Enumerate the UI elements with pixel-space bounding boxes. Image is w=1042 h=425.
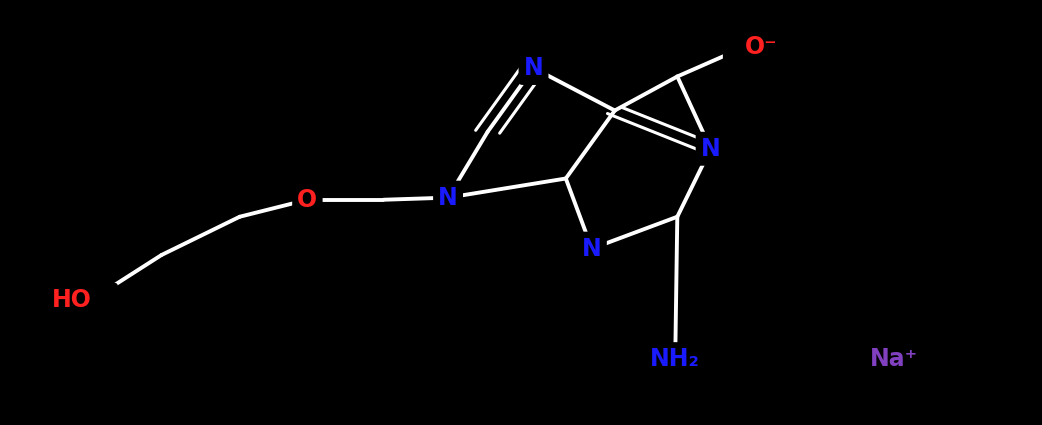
Text: N: N [701, 137, 720, 161]
Text: NH₂: NH₂ [650, 347, 700, 371]
Text: O: O [296, 187, 319, 213]
Text: N: N [437, 184, 460, 211]
Text: HO: HO [52, 288, 92, 312]
Text: N: N [439, 186, 457, 210]
Text: N: N [522, 55, 545, 81]
Text: HO: HO [70, 286, 114, 313]
Text: O⁻: O⁻ [727, 34, 763, 60]
Text: Na⁺: Na⁺ [867, 346, 921, 372]
Text: NH₂: NH₂ [647, 346, 703, 372]
Text: N: N [699, 136, 722, 162]
Text: O: O [297, 188, 318, 212]
Text: Na⁺: Na⁺ [870, 347, 918, 371]
Text: O⁻: O⁻ [745, 35, 777, 59]
Text: N: N [524, 56, 543, 80]
Text: N: N [582, 237, 601, 261]
Text: N: N [580, 235, 603, 262]
